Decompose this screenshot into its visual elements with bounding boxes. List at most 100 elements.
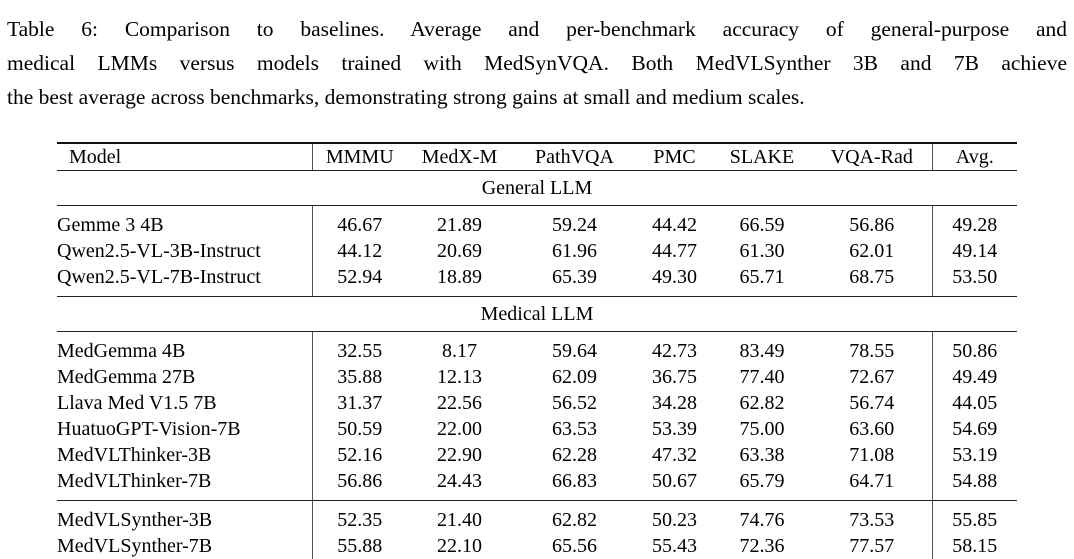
- benchmark-value: 8.17: [442, 340, 477, 362]
- benchmark-value: 22.10: [437, 535, 482, 557]
- benchmark-value: 50.59: [337, 418, 383, 440]
- caption-line: Table 6: Comparison to baselines. Averag…: [7, 17, 1067, 41]
- benchmark-value: 59.64: [552, 340, 597, 362]
- benchmark-value: 62.01: [849, 240, 895, 262]
- benchmark-value: 63.53: [552, 418, 597, 440]
- benchmark-value: 31.37: [337, 392, 383, 414]
- avg-value: 49.14: [931, 238, 1017, 264]
- benchmark-value: 32.55: [337, 340, 383, 362]
- column-header-pathvqa: PathVQA: [512, 143, 637, 171]
- section-title-row: Medical LLM: [57, 296, 1017, 332]
- benchmark-value: 55.88: [337, 535, 383, 557]
- results-table: Model MMMU MedX-M PathVQA PMC SLAKE VQA-…: [57, 142, 1017, 559]
- benchmark-value: 63.60: [849, 418, 895, 440]
- benchmark-value: 68.75: [812, 264, 932, 297]
- model-name: Llava Med V1.5 7B: [57, 390, 313, 416]
- benchmark-value: 65.56: [552, 535, 597, 557]
- benchmark-value: 22.90: [437, 444, 482, 466]
- table-row: HuatuoGPT-Vision-7B 50.59 22.00 63.53 53.39 7…: [57, 416, 1017, 442]
- avg-value: 50.86: [931, 331, 1017, 364]
- benchmark-value: 21.40: [437, 509, 482, 531]
- avg-value: 49.28: [931, 205, 1017, 238]
- benchmark-value: 22.00: [437, 418, 482, 440]
- table-container: Model MMMU MedX-M PathVQA PMC SLAKE VQA-…: [57, 142, 1017, 559]
- benchmark-value: 72.36: [739, 535, 785, 557]
- benchmark-value: 64.71: [812, 468, 932, 501]
- table-row: MedVLSynther-7B 55.88 22.10 65.56 55.43 72.36…: [57, 533, 1017, 559]
- benchmark-value: 44.42: [652, 214, 697, 236]
- benchmark-value: 44.77: [652, 240, 697, 262]
- benchmark-value: 12.13: [437, 366, 482, 388]
- benchmark-value: 35.88: [337, 366, 383, 388]
- table-row: Llava Med V1.5 7B 31.37 22.56 56.52 34.28 62.…: [57, 390, 1017, 416]
- benchmark-value: 22.56: [437, 392, 482, 414]
- avg-value: 53.50: [931, 264, 1017, 297]
- column-header-model: Model: [57, 143, 313, 171]
- model-name: MedGemma 27B: [57, 364, 313, 390]
- benchmark-value: 62.09: [552, 366, 597, 388]
- benchmark-value: 34.28: [652, 392, 697, 414]
- benchmark-value: 71.08: [849, 444, 895, 466]
- column-header-vqa-rad: VQA-Rad: [812, 143, 932, 171]
- benchmark-value: 18.89: [407, 264, 512, 297]
- benchmark-value: 56.86: [849, 214, 895, 236]
- benchmark-value: 56.74: [849, 392, 895, 414]
- benchmark-value: 53.39: [652, 418, 697, 440]
- model-name: MedVLSynther-3B: [57, 500, 313, 533]
- benchmark-value: 74.76: [739, 509, 785, 531]
- avg-value: 44.05: [931, 390, 1017, 416]
- benchmark-value: 72.67: [849, 366, 895, 388]
- table-caption: Table 6: Comparison to baselines. Averag…: [0, 0, 1074, 114]
- column-header-avg: Avg.: [931, 143, 1017, 171]
- benchmark-value: 52.16: [337, 444, 383, 466]
- benchmark-value: 61.30: [739, 240, 785, 262]
- benchmark-value: 75.00: [739, 418, 785, 440]
- column-header-slake: SLAKE: [712, 143, 812, 171]
- model-name: Qwen2.5-VL-3B-Instruct: [57, 238, 313, 264]
- avg-value: 54.88: [931, 468, 1017, 501]
- caption-line: the best average across benchmarks, demo…: [7, 85, 805, 109]
- benchmark-value: 77.40: [739, 366, 785, 388]
- benchmark-value: 50.23: [652, 509, 697, 531]
- column-header-pmc: PMC: [637, 143, 712, 171]
- benchmark-value: 21.89: [437, 214, 482, 236]
- model-name: MedVLThinker-3B: [57, 442, 313, 468]
- benchmark-value: 20.69: [437, 240, 482, 262]
- benchmark-value: 61.96: [552, 240, 597, 262]
- section-title-row: General LLM: [57, 170, 1017, 206]
- benchmark-value: 62.82: [552, 509, 597, 531]
- column-header-mmmu: MMMU: [312, 143, 407, 171]
- table-row: MedGemma 4B 32.55 8.17 59.64 42.73 83.49 78.55…: [57, 331, 1017, 364]
- section-title: General LLM: [57, 170, 1017, 206]
- benchmark-value: 50.67: [637, 468, 712, 501]
- benchmark-value: 56.86: [312, 468, 407, 501]
- benchmark-value: 55.43: [652, 535, 697, 557]
- model-name: Gemme 3 4B: [57, 205, 313, 238]
- benchmark-value: 52.35: [337, 509, 383, 531]
- benchmark-value: 47.32: [652, 444, 697, 466]
- header-row: Model MMMU MedX-M PathVQA PMC SLAKE VQA-…: [57, 143, 1017, 171]
- avg-value: 49.49: [931, 364, 1017, 390]
- benchmark-value: 49.30: [637, 264, 712, 297]
- table-row: MedVLThinker-3B 52.16 22.90 62.28 47.32 63.38…: [57, 442, 1017, 468]
- model-name: Qwen2.5-VL-7B-Instruct: [57, 264, 313, 297]
- benchmark-value: 73.53: [849, 509, 895, 531]
- table-row: Qwen2.5-VL-7B-Instruct 52.94 18.89 65.39 49.…: [57, 264, 1017, 297]
- benchmark-value: 83.49: [739, 340, 785, 362]
- benchmark-value: 65.39: [512, 264, 637, 297]
- table-row: Qwen2.5-VL-3B-Instruct 44.12 20.69 61.96 44.…: [57, 238, 1017, 264]
- benchmark-value: 56.52: [552, 392, 597, 414]
- benchmark-value: 42.73: [652, 340, 697, 362]
- benchmark-value: 62.82: [739, 392, 785, 414]
- benchmark-value: 77.57: [849, 535, 895, 557]
- avg-value: 54.69: [931, 416, 1017, 442]
- section-title: Medical LLM: [57, 296, 1017, 332]
- model-name: MedVLSynther-7B: [57, 533, 313, 559]
- column-header-medx-m: MedX-M: [407, 143, 512, 171]
- table-row: MedVLSynther-3B 52.35 21.40 62.82 50.23 74.76…: [57, 500, 1017, 533]
- table-body: General LLM Gemme 3 4B 46.67 21.89 59.24 44.4…: [57, 170, 1017, 559]
- model-name: HuatuoGPT-Vision-7B: [57, 416, 313, 442]
- table-row: MedGemma 27B 35.88 12.13 62.09 36.75 77.40 72.…: [57, 364, 1017, 390]
- benchmark-value: 46.67: [337, 214, 383, 236]
